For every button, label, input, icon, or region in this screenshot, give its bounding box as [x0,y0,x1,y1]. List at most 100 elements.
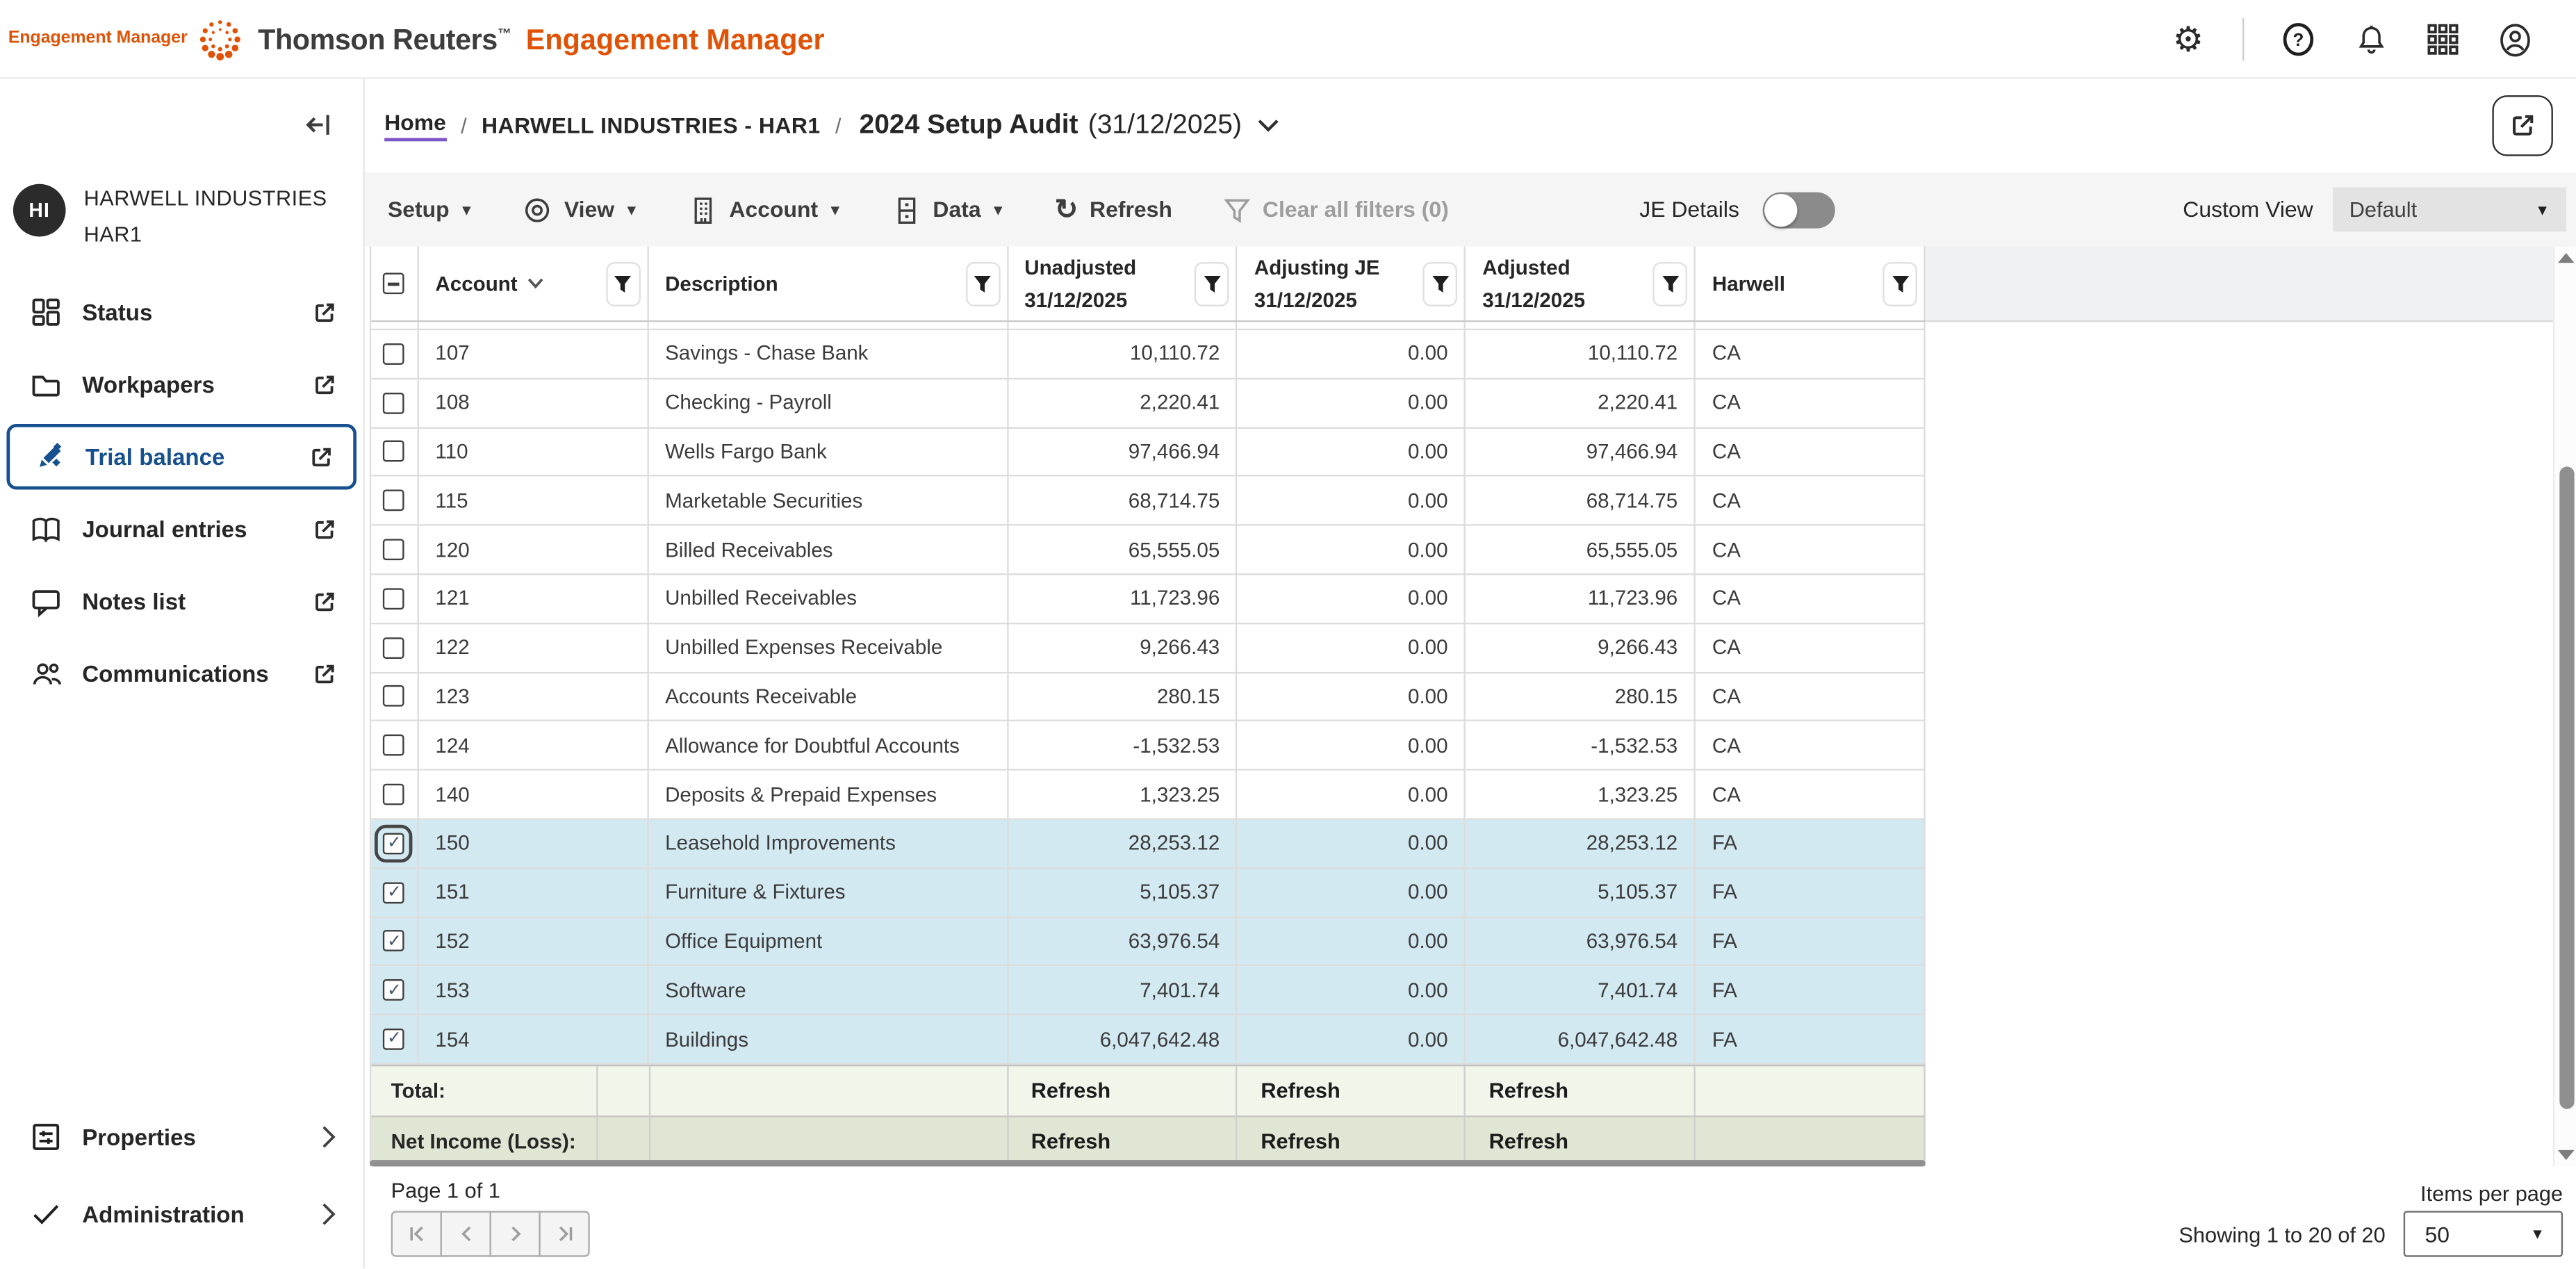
row-checkbox[interactable] [383,441,405,463]
row-checkbox[interactable] [383,588,405,609]
sidebar-item-status[interactable]: Status [0,276,363,348]
row-checkbox[interactable] [383,490,405,511]
sidebar-item-communications[interactable]: Communications [0,637,363,710]
items-per-page-select[interactable]: 50 ▼ [2403,1211,2563,1257]
net-income-adjusting-refresh-link[interactable]: Refresh [1261,1129,1340,1154]
table-row[interactable]: 107 Savings - Chase Bank 10,110.72 0.00 … [371,330,1926,379]
account-header-cell[interactable]: Account [419,246,649,321]
help-icon[interactable]: ? [2280,22,2316,58]
row-checkbox[interactable] [383,343,405,365]
open-in-new-window-button[interactable] [2492,95,2553,156]
net-income-unadjusted-refresh-link[interactable]: Refresh [1031,1129,1111,1154]
table-row[interactable]: ✓ 150 Leasehold Improvements 28,253.12 0… [371,819,1926,869]
table-row[interactable]: ✓ 154 Buildings 6,047,642.48 0.00 6,047,… [371,1015,1926,1065]
scroll-up-arrow-icon[interactable] [2557,253,2575,263]
previous-page-button[interactable] [440,1211,491,1257]
profile-icon[interactable] [2497,22,2534,58]
account-filter-button[interactable] [605,261,641,306]
total-adjusting-refresh-link[interactable]: Refresh [1261,1078,1340,1104]
external-link-icon[interactable] [309,445,333,469]
row-checkbox[interactable] [383,685,405,707]
table-row[interactable]: 122 Unbilled Expenses Receivable 9,266.4… [371,623,1926,673]
breadcrumb: Home / HARWELL INDUSTRIES - HAR1 / 2024 … [364,79,2576,173]
last-page-button[interactable] [539,1211,590,1257]
table-row[interactable]: 121 Unbilled Receivables 11,723.96 0.00 … [371,575,1926,624]
setup-menu-button[interactable]: Setup ▼ [387,197,474,222]
adjusted-filter-button[interactable] [1652,261,1688,306]
table-row[interactable]: ✓ 151 Furniture & Fixtures 5,105.37 0.00… [371,869,1926,918]
scrollbar-thumb[interactable] [2559,466,2574,1109]
clear-all-filters-button[interactable]: Clear all filters (0) [1222,195,1449,224]
adjusted-header-cell[interactable]: Adjusted 31/12/2025 [1466,246,1696,321]
sidebar-item-workpapers[interactable]: Workpapers [0,348,363,420]
sidebar-item-properties[interactable]: Properties [0,1097,363,1174]
adjusting-je-header-cell[interactable]: Adjusting JE 31/12/2025 [1238,246,1466,321]
engagement-date: (31/12/2025) [1088,110,1242,140]
view-menu-button[interactable]: View ▼ [523,195,639,224]
table-row[interactable]: 108 Checking - Payroll 2,220.41 0.00 2,2… [371,379,1926,429]
row-checkbox[interactable] [383,735,405,757]
row-checkbox[interactable] [383,783,405,805]
row-checkbox[interactable] [383,539,405,561]
data-cabinet-icon [898,197,915,223]
external-link-icon[interactable] [312,662,336,686]
breadcrumb-home-link[interactable]: Home [384,110,446,142]
table-row[interactable]: ✓ 153 Software 7,401.74 0.00 7,401.74 FA [371,966,1926,1016]
description-header-cell[interactable]: Description [648,246,1008,321]
notifications-bell-icon[interactable] [2352,22,2388,58]
adjusting-je-filter-button[interactable] [1423,261,1458,306]
cell-account: 115 [419,477,649,525]
harwell-header-cell[interactable]: Harwell [1696,246,1926,321]
cell-adjusting-je: 0.00 [1238,869,1466,917]
sidebar-item-journal-entries[interactable]: Journal entries [0,493,363,565]
row-checkbox[interactable]: ✓ [383,1029,405,1050]
cell-adjusted: 10,110.72 [1466,330,1696,378]
app-launcher-icon[interactable] [2425,22,2461,58]
net-income-adjusted-refresh-link[interactable]: Refresh [1488,1129,1569,1154]
total-adjusted-refresh-link[interactable]: Refresh [1488,1078,1569,1104]
je-details-toggle[interactable] [1762,191,1835,228]
table-row[interactable]: 110 Wells Fargo Bank 97,466.94 0.00 97,4… [371,428,1926,477]
refresh-button[interactable]: ↻ Refresh [1055,195,1172,223]
cell-account: 140 [419,771,649,819]
row-checkbox[interactable] [383,637,405,659]
unadjusted-filter-button[interactable] [1195,261,1230,306]
harwell-filter-button[interactable] [1882,261,1918,306]
row-checkbox[interactable]: ✓ [383,881,405,903]
data-menu-button[interactable]: Data ▼ [892,195,1006,224]
horizontal-scrollbar[interactable] [369,1160,1926,1167]
sidebar-item-administration[interactable]: Administration [0,1174,363,1252]
unadjusted-header-cell[interactable]: Unadjusted 31/12/2025 [1008,246,1238,321]
external-link-icon[interactable] [312,589,336,614]
vertical-scrollbar[interactable] [2552,246,2576,1167]
first-page-button[interactable] [391,1211,442,1257]
settings-gear-icon[interactable]: ⚙ [2172,20,2204,58]
next-page-button[interactable] [489,1211,541,1257]
sidebar-item-notes-list[interactable]: Notes list [0,565,363,637]
row-checkbox[interactable]: ✓ [383,979,405,1001]
description-filter-button[interactable] [965,261,1000,306]
row-checkbox[interactable]: ✓ [383,931,405,952]
table-row[interactable]: 115 Marketable Securities 68,714.75 0.00… [371,477,1926,526]
table-row[interactable]: 120 Billed Receivables 65,555.05 0.00 65… [371,525,1926,575]
table-row[interactable]: 123 Accounts Receivable 280.15 0.00 280.… [371,673,1926,722]
table-row[interactable]: 140 Deposits & Prepaid Expenses 1,323.25… [371,771,1926,820]
sidebar-collapse-icon[interactable] [299,105,338,145]
row-checkbox[interactable] [383,392,405,414]
breadcrumb-client: HARWELL INDUSTRIES - HAR1 [482,113,821,138]
table-row[interactable]: ✓ 152 Office Equipment 63,976.54 0.00 63… [371,917,1926,967]
table-row[interactable]: 124 Allowance for Doubtful Accounts -1,5… [371,721,1926,771]
custom-view-select[interactable]: Default ▼ [2333,187,2566,232]
cell-adjusted: 6,047,642.48 [1466,1015,1696,1063]
row-checkbox[interactable]: ✓ [375,824,413,862]
select-all-checkbox[interactable] [383,272,405,295]
sidebar-item-trial-balance[interactable]: Trial balance [6,423,357,490]
external-link-icon[interactable] [312,517,336,541]
engagement-chevron-down-icon[interactable] [1256,118,1279,133]
account-menu-button[interactable]: Account ▼ [688,195,842,224]
trial-balance-pencil-icon [33,441,65,473]
scroll-down-arrow-icon[interactable] [2557,1149,2575,1161]
external-link-icon[interactable] [312,372,336,396]
total-unadjusted-refresh-link[interactable]: Refresh [1031,1078,1111,1104]
external-link-icon[interactable] [312,300,336,324]
